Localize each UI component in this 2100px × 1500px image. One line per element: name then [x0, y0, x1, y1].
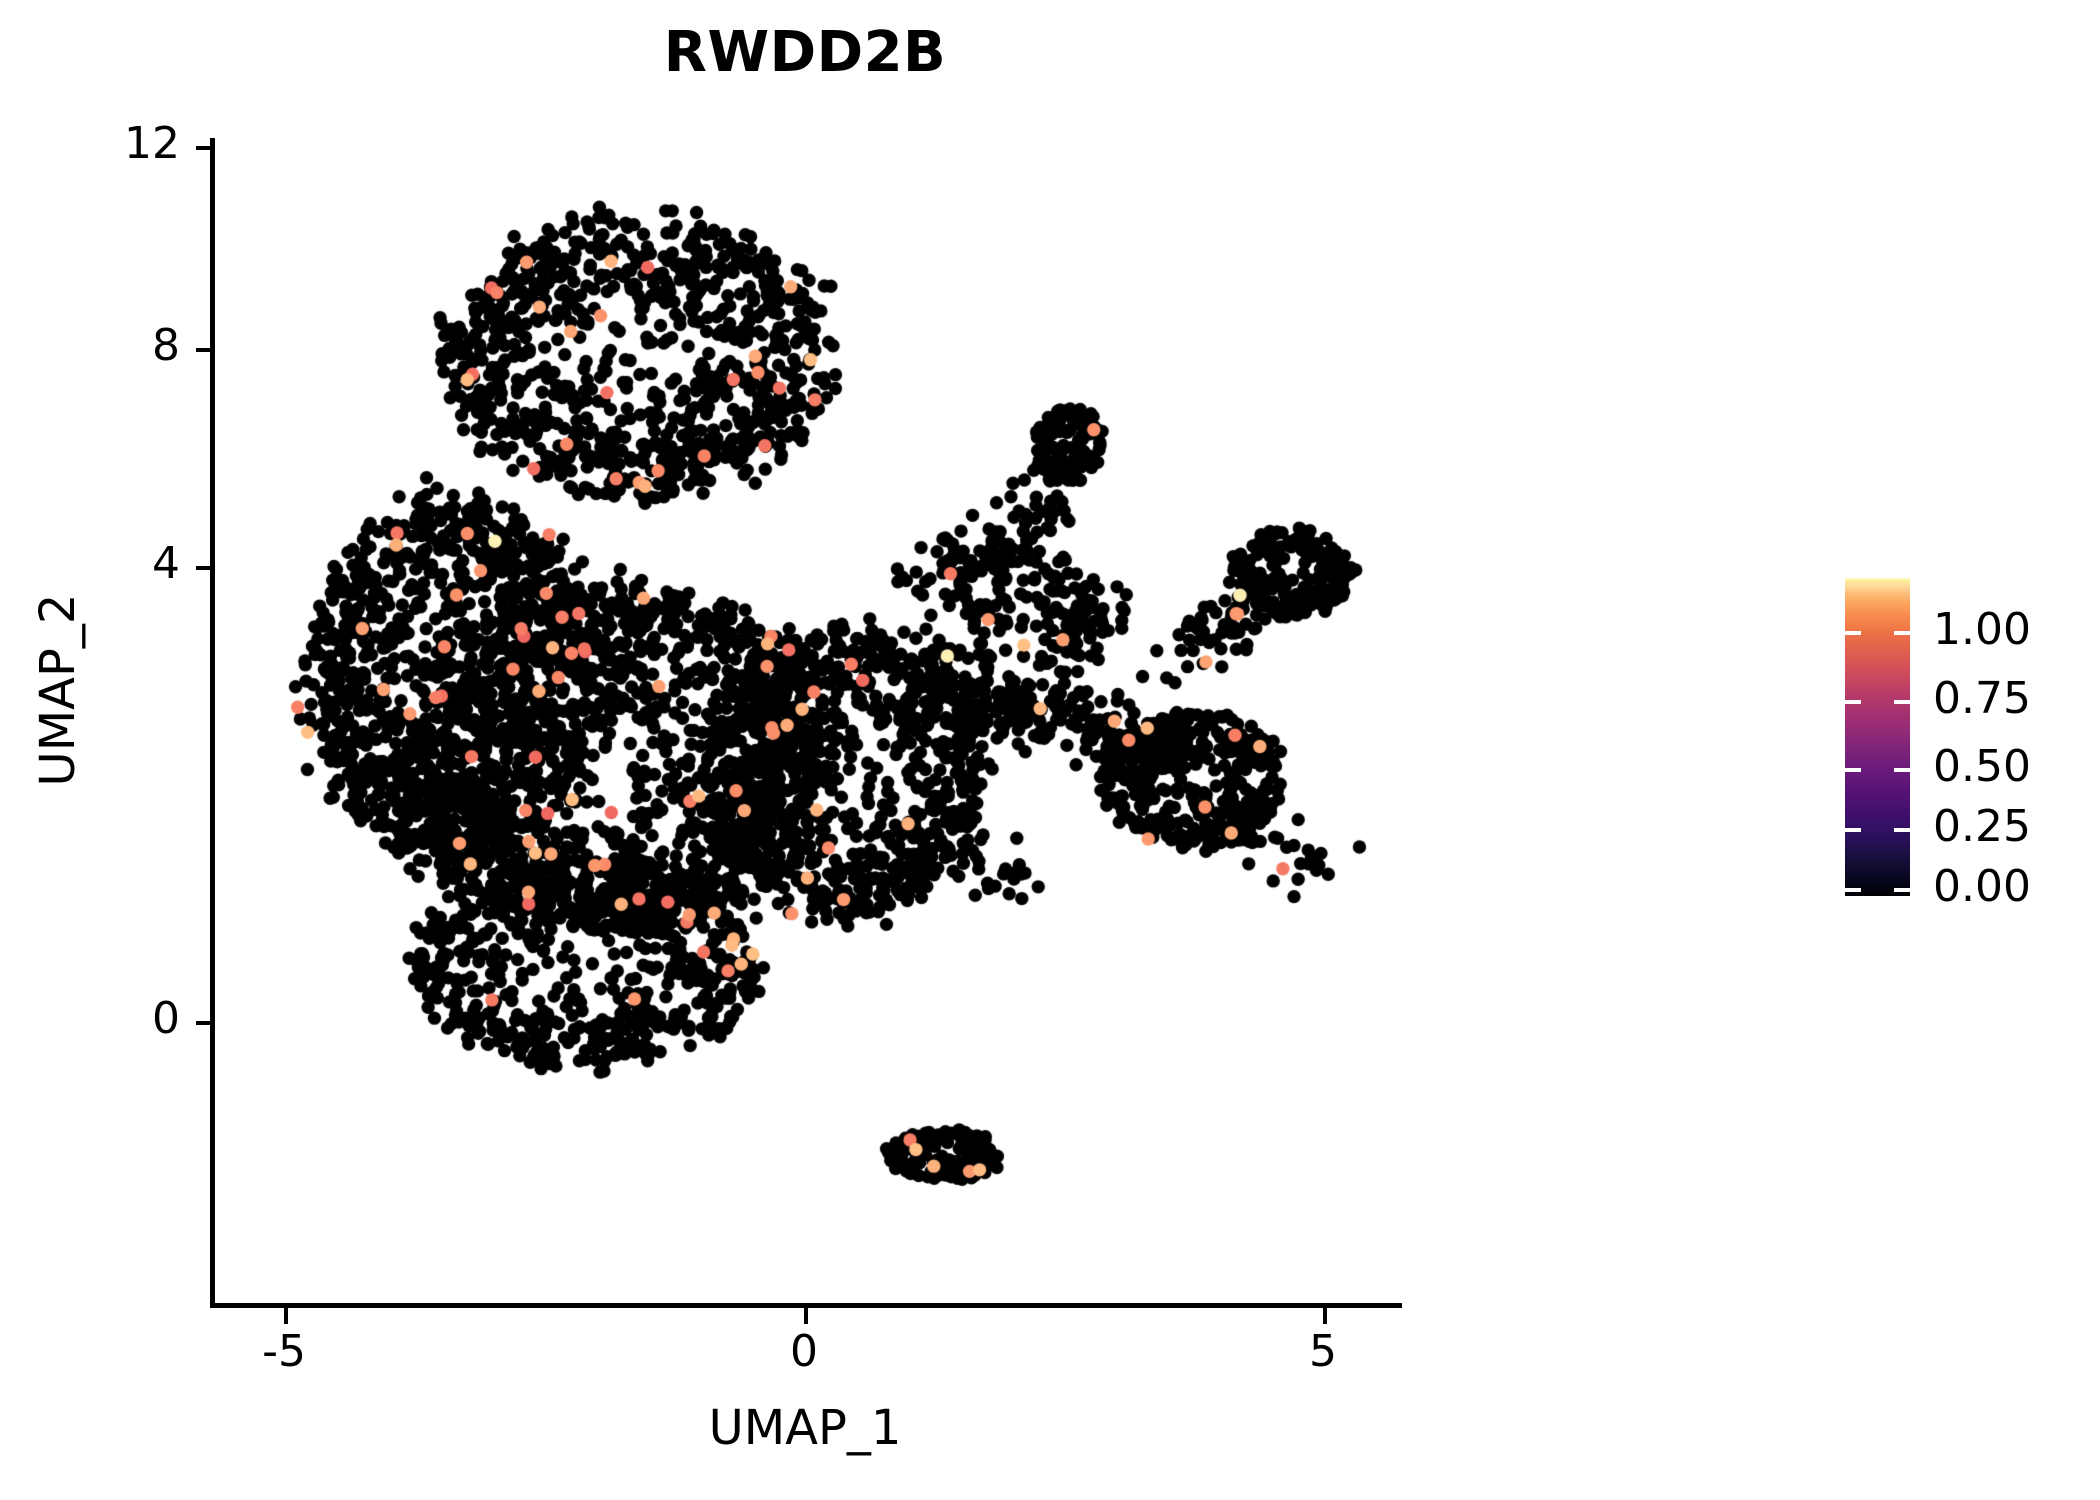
y-axis-label: UMAP_2 [30, 593, 86, 787]
colorbar-label-0.00: 0.00 [1933, 861, 2031, 912]
colorbar-label-1.00: 1.00 [1933, 604, 2031, 655]
y-tick-mark-8 [196, 348, 210, 352]
x-axis-label: UMAP_1 [708, 1400, 902, 1456]
page-title: RWDD2B [663, 20, 947, 85]
x-tick-label-neg5: -5 [262, 1326, 306, 1377]
colorbar-tick-0.75-right [1894, 700, 1910, 704]
y-tick-mark-0 [196, 1021, 210, 1025]
x-tick-label-5: 5 [1309, 1326, 1337, 1377]
y-tick-mark-12 [196, 146, 210, 150]
y-tick-label-0: 0 [152, 993, 180, 1044]
scatter-plot-canvas [215, 138, 1400, 1303]
y-axis-spine [210, 138, 215, 1308]
colorbar-gradient [1845, 578, 1910, 896]
colorbar-tick-0.50-right [1894, 768, 1910, 772]
colorbar-tick-1.00-left [1845, 631, 1861, 635]
y-tick-label-4: 4 [152, 538, 180, 589]
x-tick-mark-0 [804, 1308, 808, 1324]
y-tick-label-12: 12 [124, 118, 180, 169]
y-tick-label-8: 8 [152, 320, 180, 371]
colorbar-tick-0.50-left [1845, 768, 1861, 772]
colorbar-tick-0.75-left [1845, 700, 1861, 704]
colorbar: 1.00 0.75 0.50 0.25 0.00 [1845, 578, 2075, 909]
colorbar-tick-0.25-right [1894, 828, 1910, 832]
colorbar-label-0.25: 0.25 [1933, 801, 2031, 852]
colorbar-label-0.50: 0.50 [1933, 741, 2031, 792]
x-tick-mark-neg5 [284, 1308, 288, 1324]
colorbar-label-0.75: 0.75 [1933, 673, 2031, 724]
colorbar-tick-0.00-left [1845, 888, 1861, 892]
x-tick-mark-5 [1323, 1308, 1327, 1324]
x-axis-spine [210, 1303, 1402, 1308]
y-tick-mark-4 [196, 566, 210, 570]
x-tick-label-0: 0 [790, 1326, 818, 1377]
colorbar-tick-0.00-right [1894, 888, 1910, 892]
colorbar-tick-1.00-right [1894, 631, 1910, 635]
colorbar-tick-0.25-left [1845, 828, 1861, 832]
